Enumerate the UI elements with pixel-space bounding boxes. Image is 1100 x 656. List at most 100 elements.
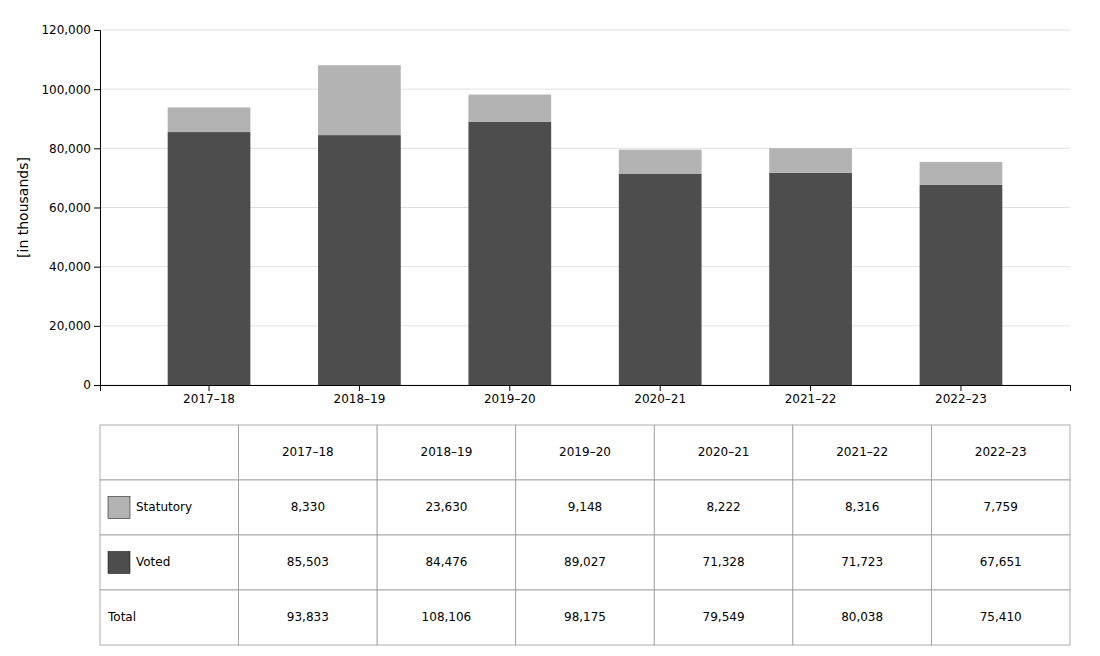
table-value: 71,328 — [703, 555, 745, 569]
tick-mark — [94, 30, 100, 31]
bar — [168, 132, 251, 385]
table-cell — [793, 535, 932, 590]
tick: 2019–20 — [484, 385, 536, 406]
tick: 0 — [83, 378, 100, 392]
tick-label: 100,000 — [41, 83, 91, 97]
tick-label: 2018–19 — [334, 392, 386, 406]
table-value: 85,503 — [287, 555, 329, 569]
table-header: 2018–19 — [421, 445, 473, 459]
table-cell — [377, 425, 516, 480]
tick-mark — [94, 326, 100, 327]
tick-label: 60,000 — [49, 201, 91, 215]
table-cell — [793, 425, 932, 480]
table-value: 80,038 — [841, 610, 883, 624]
tick: 2018–19 — [334, 385, 386, 406]
bar — [920, 185, 1003, 385]
table-value: 89,027 — [564, 555, 606, 569]
table-value: 93,833 — [287, 610, 329, 624]
tick-label: 2019–20 — [484, 392, 536, 406]
table-cell — [239, 535, 378, 590]
table-cell — [100, 425, 239, 480]
tick-label: 2020–21 — [634, 392, 686, 406]
grid-line — [100, 89, 1070, 90]
table-cell — [931, 425, 1070, 480]
tick: 2021–22 — [785, 385, 837, 406]
table-cell — [516, 480, 655, 535]
bar — [318, 65, 401, 135]
table-header: 2021–22 — [836, 445, 888, 459]
table-cell — [100, 480, 239, 535]
table-value: 79,549 — [703, 610, 745, 624]
tick-mark — [359, 385, 360, 391]
chart: 0 20,000 40,000 60,000 80,000 100,000 120,000 2… — [0, 0, 1100, 656]
bar — [468, 95, 551, 122]
table-row-label: Statutory — [136, 500, 192, 514]
bar — [769, 148, 852, 173]
tick-mark — [660, 385, 661, 391]
table-value: 8,330 — [291, 500, 325, 514]
legend-swatch — [108, 497, 130, 519]
tick-mark — [94, 208, 100, 209]
tick-label: 80,000 — [49, 142, 91, 156]
bar — [168, 107, 251, 132]
table-cell — [377, 535, 516, 590]
tick: 80,000 — [49, 142, 100, 156]
table-header: 2019–20 — [559, 445, 611, 459]
tick: 2020–21 — [634, 385, 686, 406]
tick: 2017–18 — [183, 385, 235, 406]
bar — [769, 173, 852, 385]
tick: 2022–23 — [935, 385, 987, 406]
tick-label: 40,000 — [49, 260, 91, 274]
table-cell — [654, 480, 793, 535]
x-axis: 2017–18 2018–19 2019–20 2020–21 2021–22 2022–… — [101, 385, 1071, 406]
table-cell — [516, 590, 655, 645]
table-value: 8,316 — [845, 500, 879, 514]
table-header: 2017–18 — [282, 445, 334, 459]
bar — [318, 135, 401, 385]
tick-label: 2021–22 — [785, 392, 837, 406]
tick-mark — [960, 385, 961, 391]
tick: 120,000 — [41, 23, 100, 37]
table-cell — [654, 590, 793, 645]
table-value: 8,222 — [706, 500, 740, 514]
tick: 20,000 — [49, 319, 100, 333]
tick-label: 2022–23 — [935, 392, 987, 406]
table-row-label: Voted — [136, 555, 170, 569]
bars — [168, 65, 1003, 385]
table-value: 84,476 — [425, 555, 467, 569]
table-cell — [654, 535, 793, 590]
tick-mark — [94, 267, 100, 268]
bar — [619, 150, 702, 174]
table-cell — [793, 590, 932, 645]
table-value: 67,651 — [980, 555, 1022, 569]
table-value: 98,175 — [564, 610, 606, 624]
table-cell — [239, 590, 378, 645]
table-cell — [100, 590, 239, 645]
table: 2017–18 2018–19 2019–20 2020–21 2021–22 2022–… — [100, 425, 1070, 645]
bar — [920, 162, 1003, 185]
table-value: 9,148 — [568, 500, 602, 514]
tick-label: 0 — [83, 378, 91, 392]
table-cell — [931, 480, 1070, 535]
tick-label: 20,000 — [49, 319, 91, 333]
tick-mark — [94, 148, 100, 149]
table-value: 7,759 — [984, 500, 1018, 514]
tick-label: 120,000 — [41, 23, 91, 37]
tick: 100,000 — [41, 83, 100, 97]
table-cell — [931, 535, 1070, 590]
bar — [619, 174, 702, 385]
table-header: 2022–23 — [975, 445, 1027, 459]
y-axis: 0 20,000 40,000 60,000 80,000 100,000 120,000 — [41, 23, 100, 392]
table-cell — [931, 590, 1070, 645]
table-cell — [100, 535, 239, 590]
table-row-label: Total — [107, 610, 136, 624]
table-cell — [377, 590, 516, 645]
table-value: 71,723 — [841, 555, 883, 569]
table-header: 2020–21 — [698, 445, 750, 459]
table-cell — [239, 425, 378, 480]
table-value: 75,410 — [980, 610, 1022, 624]
y-axis-title: [in thousands] — [15, 157, 31, 258]
tick-mark — [509, 385, 510, 391]
series-bars — [168, 65, 1003, 185]
tick-mark — [94, 385, 100, 386]
